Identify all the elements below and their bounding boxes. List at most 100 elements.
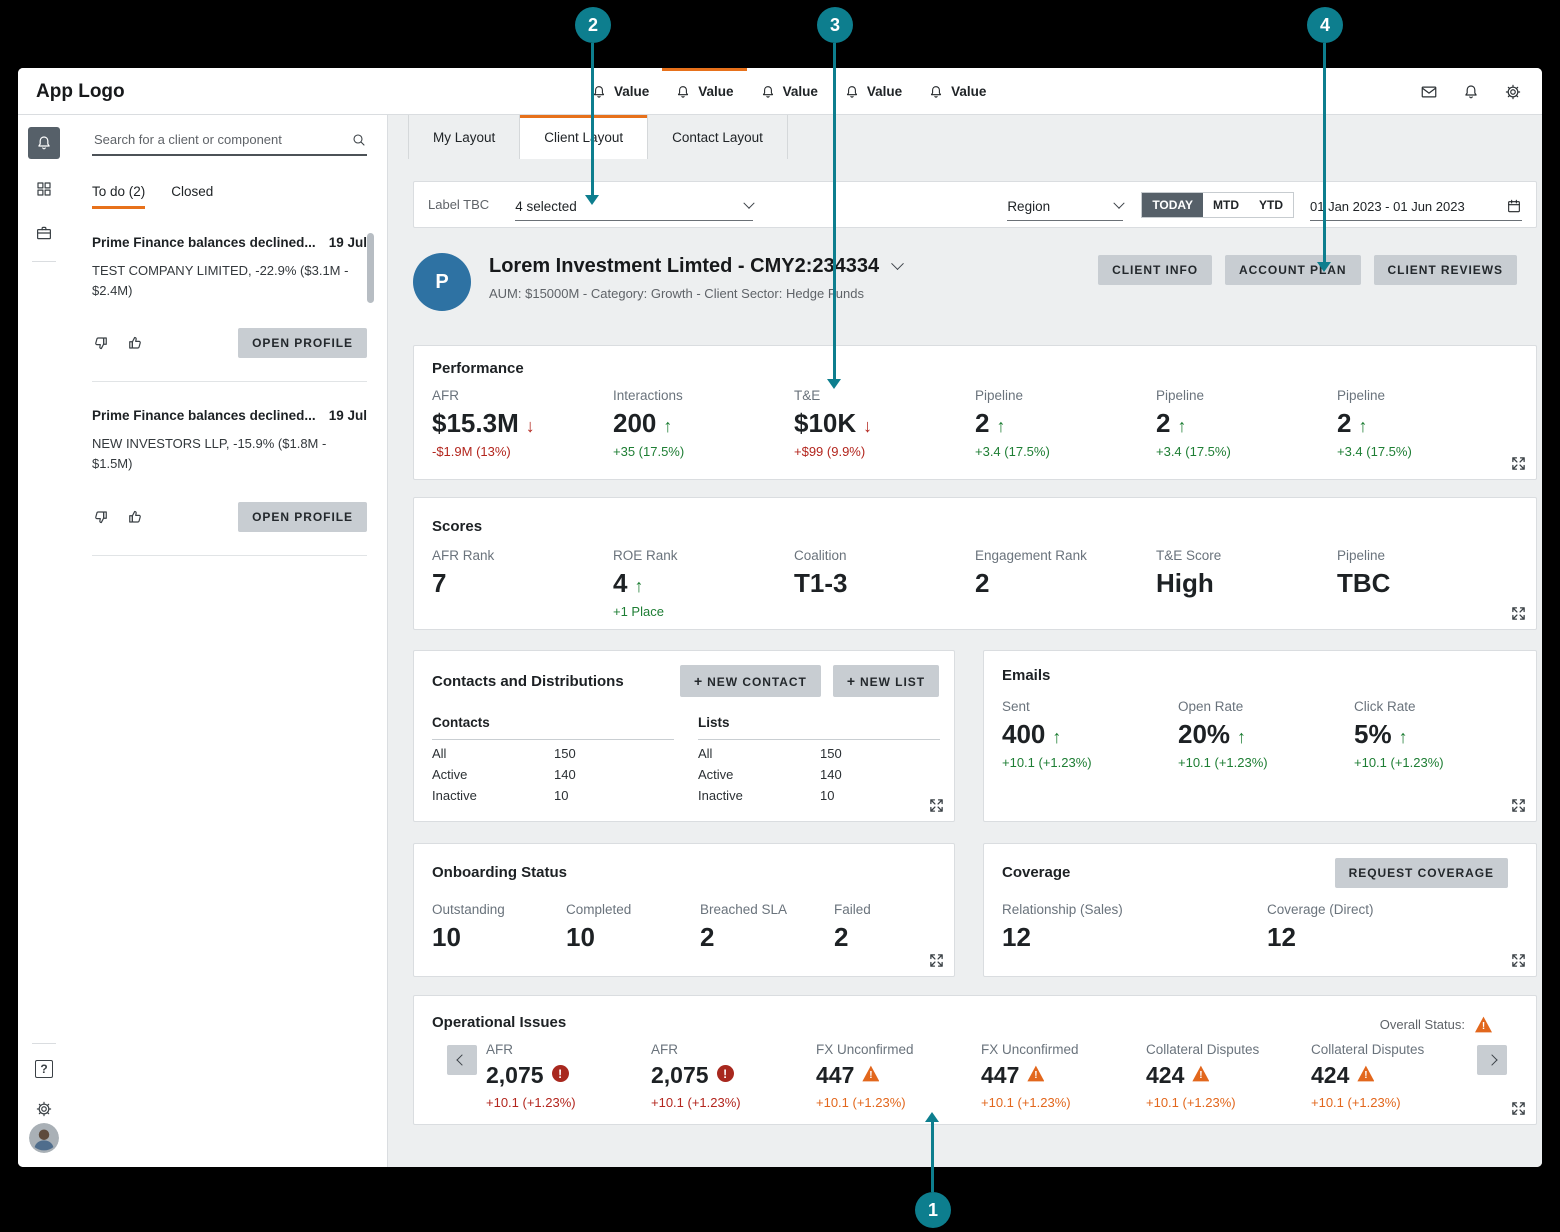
tab-contact-layout[interactable]: Contact Layout <box>648 115 788 159</box>
chevron-down-icon <box>891 257 904 271</box>
client-buttons: CLIENT INFO ACCOUNT PLAN CLIENT REVIEWS <box>1098 255 1517 285</box>
region-select[interactable]: Region <box>1007 197 1125 221</box>
rail-apps-button[interactable] <box>28 173 60 205</box>
rail-portfolio-button[interactable] <box>28 217 60 249</box>
date-range-picker[interactable]: 01 Jan 2023 - 01 Jun 2023 <box>1310 198 1522 221</box>
toggle-ytd[interactable]: YTD <box>1259 197 1283 212</box>
client-name-dropdown[interactable]: Lorem Investment Limted - CMY2:234334 <box>489 255 904 278</box>
grid-icon <box>35 180 53 198</box>
expand-icon[interactable] <box>1511 1101 1526 1116</box>
rail-help-button[interactable]: ? <box>28 1053 60 1085</box>
user-avatar[interactable] <box>29 1123 59 1153</box>
nav-item-5[interactable]: Value <box>915 68 999 115</box>
account-plan-button[interactable]: ACCOUNT PLAN <box>1225 255 1361 285</box>
client-name: Lorem Investment Limted - CMY2:234334 <box>489 255 880 277</box>
todo-card: Prime Finance balances declined... 19 Ju… <box>92 235 367 359</box>
tab-todo[interactable]: To do (2) <box>92 184 146 209</box>
rail-settings-button[interactable] <box>28 1093 60 1125</box>
card-divider <box>92 381 367 383</box>
expand-icon[interactable] <box>1511 798 1526 813</box>
open-profile-button[interactable]: OPEN PROFILE <box>238 328 367 359</box>
client-reviews-button[interactable]: CLIENT REVIEWS <box>1373 255 1517 285</box>
todo-card-actions: OPEN PROFILE <box>92 501 367 532</box>
search-icon[interactable] <box>351 132 367 148</box>
label-select[interactable]: 4 selected <box>515 197 755 221</box>
table-row: Active 140 <box>698 767 842 782</box>
expand-icon[interactable] <box>929 953 944 968</box>
bell-icon[interactable] <box>1462 83 1480 101</box>
toggle-mtd[interactable]: MTD <box>1213 197 1239 212</box>
gear-icon[interactable] <box>1504 83 1522 101</box>
bell-icon <box>844 84 860 100</box>
overall-status: Overall Status: <box>1380 1016 1492 1033</box>
trend-up-icon: ↑ <box>1177 416 1187 436</box>
metric-afr-rank: AFR Rank 7 <box>432 548 495 598</box>
carousel-left-button[interactable] <box>447 1045 477 1075</box>
expand-icon[interactable] <box>929 798 944 813</box>
card-title: Operational Issues <box>432 1014 567 1031</box>
search-input[interactable] <box>92 131 351 148</box>
expand-icon[interactable] <box>1511 606 1526 621</box>
notifications-sidebar: To do (2) Closed Prime Finance balances … <box>70 115 388 1167</box>
thumbs-up-icon[interactable] <box>126 508 144 526</box>
callout-4-line <box>1323 43 1326 262</box>
top-header: App Logo Value Value Value Value Value <box>18 68 1542 115</box>
card-title: Contacts and Distributions <box>432 672 624 690</box>
thumbs-up-icon[interactable] <box>126 334 144 352</box>
region-select-value: Region <box>1007 198 1051 214</box>
tab-closed[interactable]: Closed <box>171 184 214 199</box>
metric-pipeline: Pipeline 2 ↑ +3.4 (17.5%) <box>1156 388 1231 459</box>
onboarding-metrics: Outstanding 10 Completed 10 Breached SLA… <box>432 902 936 950</box>
metric-collateral-disputes: Collateral Disputes 424 +10.1 (+1.23%) <box>1146 1042 1311 1110</box>
toggle-today[interactable]: TODAY <box>1142 192 1203 217</box>
tab-my-layout[interactable]: My Layout <box>408 115 521 159</box>
metric-coalition: Coalition T1-3 <box>794 548 848 598</box>
metric-fx-unconfirmed: FX Unconfirmed 447 +10.1 (+1.23%) <box>816 1042 981 1110</box>
scores-card: Scores AFR Rank 7 ROE Rank 4 ↑ +1 Place C… <box>413 497 1537 630</box>
expand-icon[interactable] <box>1511 456 1526 471</box>
expand-icon[interactable] <box>1511 953 1526 968</box>
filter-bar: Label TBC 4 selected Region TODAY MTD YT… <box>413 181 1537 228</box>
nav-item-2-active[interactable]: Value <box>662 68 746 115</box>
client-header: P Lorem Investment Limted - CMY2:234334 … <box>413 253 1537 317</box>
user-photo <box>29 1123 59 1153</box>
operational-issues-card: Operational Issues Overall Status: AFR 2… <box>413 995 1537 1125</box>
metric-breached-sla: Breached SLA 2 <box>700 902 788 952</box>
rail-divider <box>32 261 56 262</box>
callout-3-line <box>833 43 836 379</box>
client-info-button[interactable]: CLIENT INFO <box>1098 255 1213 285</box>
nav-item-1[interactable]: Value <box>578 68 662 115</box>
todo-card-title: Prime Finance balances declined... <box>92 408 316 424</box>
new-list-button[interactable]: + NEW LIST <box>832 665 939 697</box>
lists-group: Lists All 150 Active 140 Inactive 10 <box>698 715 940 803</box>
callout-2-line <box>591 43 594 195</box>
tab-client-layout[interactable]: Client Layout <box>520 115 649 159</box>
scores-metrics: AFR Rank 7 ROE Rank 4 ↑ +1 Place Coalitio… <box>432 548 1518 619</box>
carousel-right-button[interactable] <box>1477 1045 1507 1075</box>
gear-icon <box>35 1100 53 1118</box>
table-row: All 150 <box>698 746 842 761</box>
new-contact-button[interactable]: + NEW CONTACT <box>680 665 821 697</box>
todo-card-date: 19 Jul <box>328 408 367 424</box>
nav-item-label: Value <box>866 84 903 99</box>
nav-item-3[interactable]: Value <box>747 68 831 115</box>
callout-1-line <box>931 1121 934 1192</box>
mail-icon[interactable] <box>1420 83 1438 101</box>
request-coverage-button[interactable]: REQUEST COVERAGE <box>1334 858 1508 888</box>
thumbs-down-icon[interactable] <box>92 334 110 352</box>
client-avatar: P <box>413 253 471 311</box>
contacts-head: Contacts and Distributions + NEW CONTACT … <box>432 665 939 697</box>
nav-item-4[interactable]: Value <box>831 68 915 115</box>
bell-icon <box>675 84 691 100</box>
rail-notifications-button[interactable] <box>28 127 60 159</box>
open-profile-button[interactable]: OPEN PROFILE <box>238 501 367 532</box>
sidebar-scrollbar[interactable] <box>367 233 374 303</box>
error-icon <box>716 1065 734 1082</box>
thumbs-down-icon[interactable] <box>92 508 110 526</box>
metric-interactions: Interactions 200 ↑ +35 (17.5%) <box>613 388 685 459</box>
metric-relationship-sales: Relationship (Sales) 12 <box>1002 902 1123 952</box>
bell-icon <box>35 134 53 152</box>
callout-3-badge: 3 <box>817 7 853 43</box>
table-row: Active 140 <box>432 767 576 782</box>
warning-icon <box>862 1065 880 1082</box>
